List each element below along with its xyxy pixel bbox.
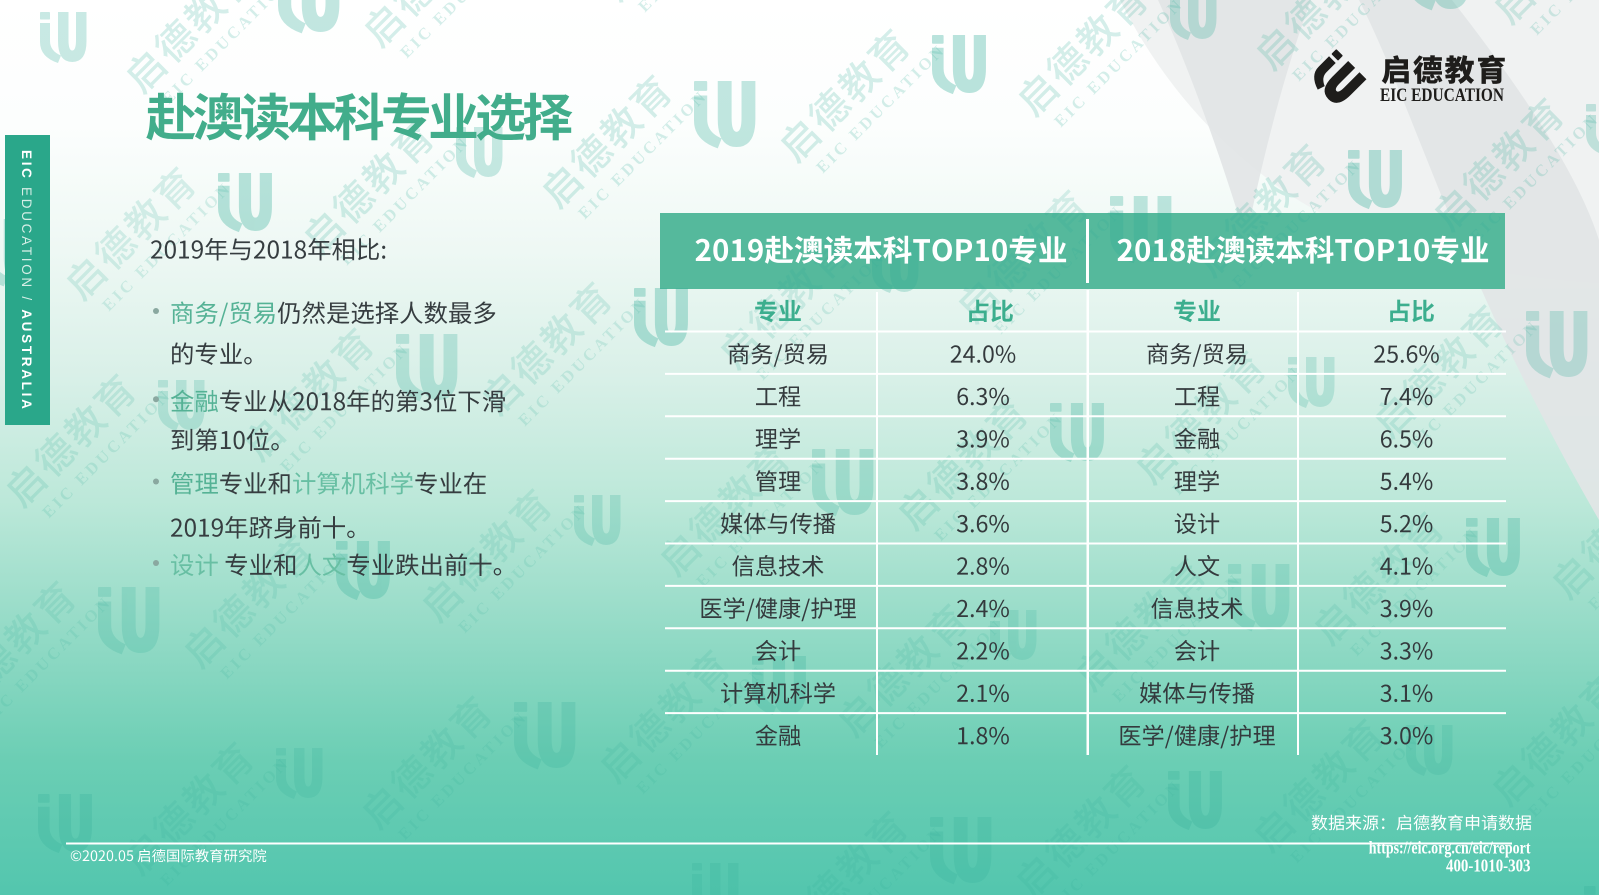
svg-text:EIC EDUCATION: EIC EDUCATION <box>1380 85 1504 106</box>
svg-text:400-1010-303: 400-1010-303 <box>1446 856 1531 876</box>
svg-text:https://eic.org.cn/eic/report: https://eic.org.cn/eic/report <box>1369 838 1531 858</box>
svg-text:EIC EDUCATION / AUSTRALIA: EIC EDUCATION / AUSTRALIA <box>19 150 34 412</box>
